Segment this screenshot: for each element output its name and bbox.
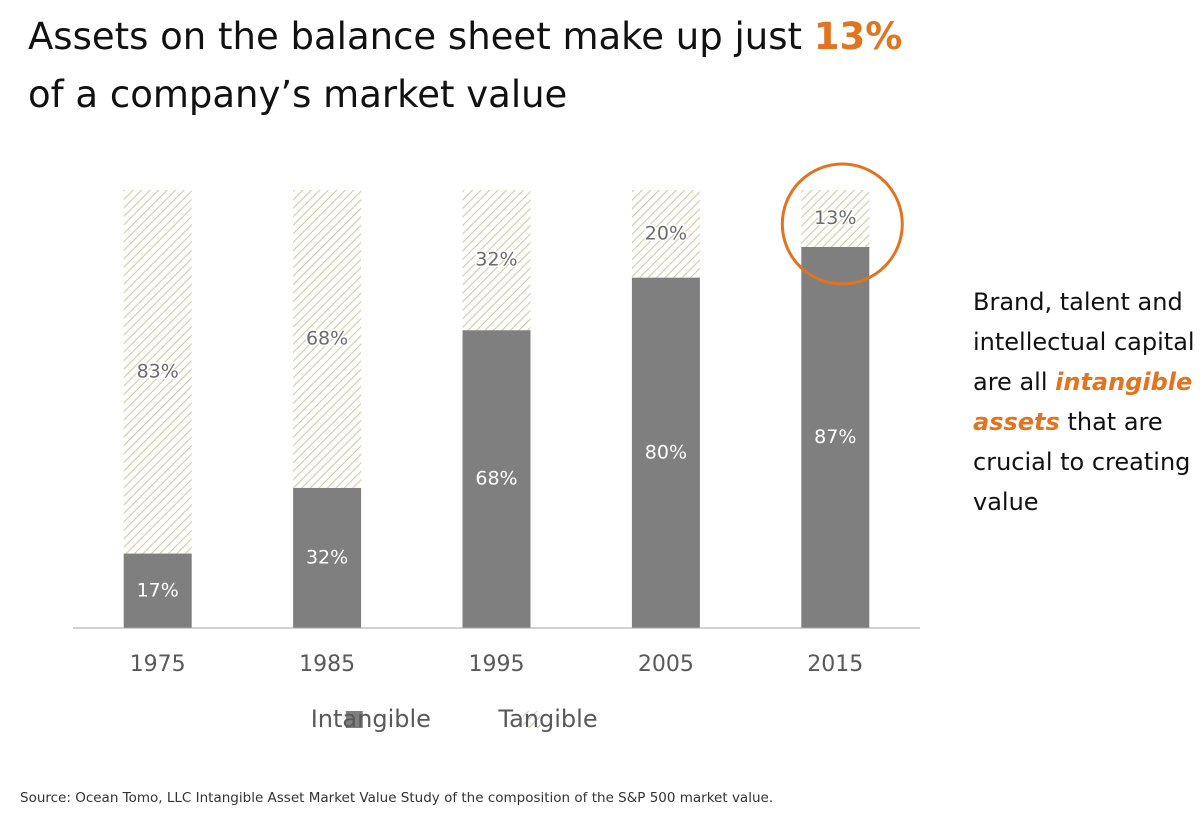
bar-segment [293,487,362,628]
x-tick-label: 2005 [638,652,694,677]
bar-segment [631,190,700,278]
data-label: 83% [137,360,179,382]
highlight-circle [780,162,904,286]
bar-segment [801,246,870,628]
annotation: Brand, talent and intellectual capital a… [973,282,1195,522]
title-rest: of a company’s market value [28,73,568,116]
data-label: 20% [645,222,687,244]
bar-segment [631,277,700,628]
data-label: 68% [475,468,517,490]
data-label: 17% [137,579,179,601]
x-tick-label: 1995 [469,652,525,677]
bar-segment [801,190,870,247]
source-note: Source: Ocean Tomo, LLC Intangible Asset… [20,790,774,806]
x-tick-label: 2015 [807,652,863,677]
data-label: 87% [814,426,856,448]
bar-segment [293,190,362,488]
annotation-lead: Brand, talent and intellectual capital a… [973,288,1195,396]
data-label: 68% [306,327,348,349]
legend-swatch [523,711,540,728]
bar-segment [462,190,531,331]
annotation-highlight: intangible assets [973,368,1193,436]
annotation-rest: that are crucial to creating value [973,408,1191,516]
data-label: 80% [645,441,687,463]
legend-swatch [345,711,363,728]
title-highlight: 13% [813,15,903,58]
title-lead: Assets on the balance sheet make up just [28,15,803,58]
chart-title: Assets on the balance sheet make up just… [28,8,902,124]
data-label: 13% [814,207,856,229]
bar-segment [123,190,192,554]
x-tick-label: 1975 [130,652,186,677]
data-label: 32% [475,249,517,271]
x-tick-label: 1985 [299,652,355,677]
legend-label: Intangible [311,705,431,733]
bar-segment [123,553,192,628]
legend-label: Tangible [497,705,597,733]
data-label: 32% [306,546,348,568]
bar-segment [462,330,531,628]
